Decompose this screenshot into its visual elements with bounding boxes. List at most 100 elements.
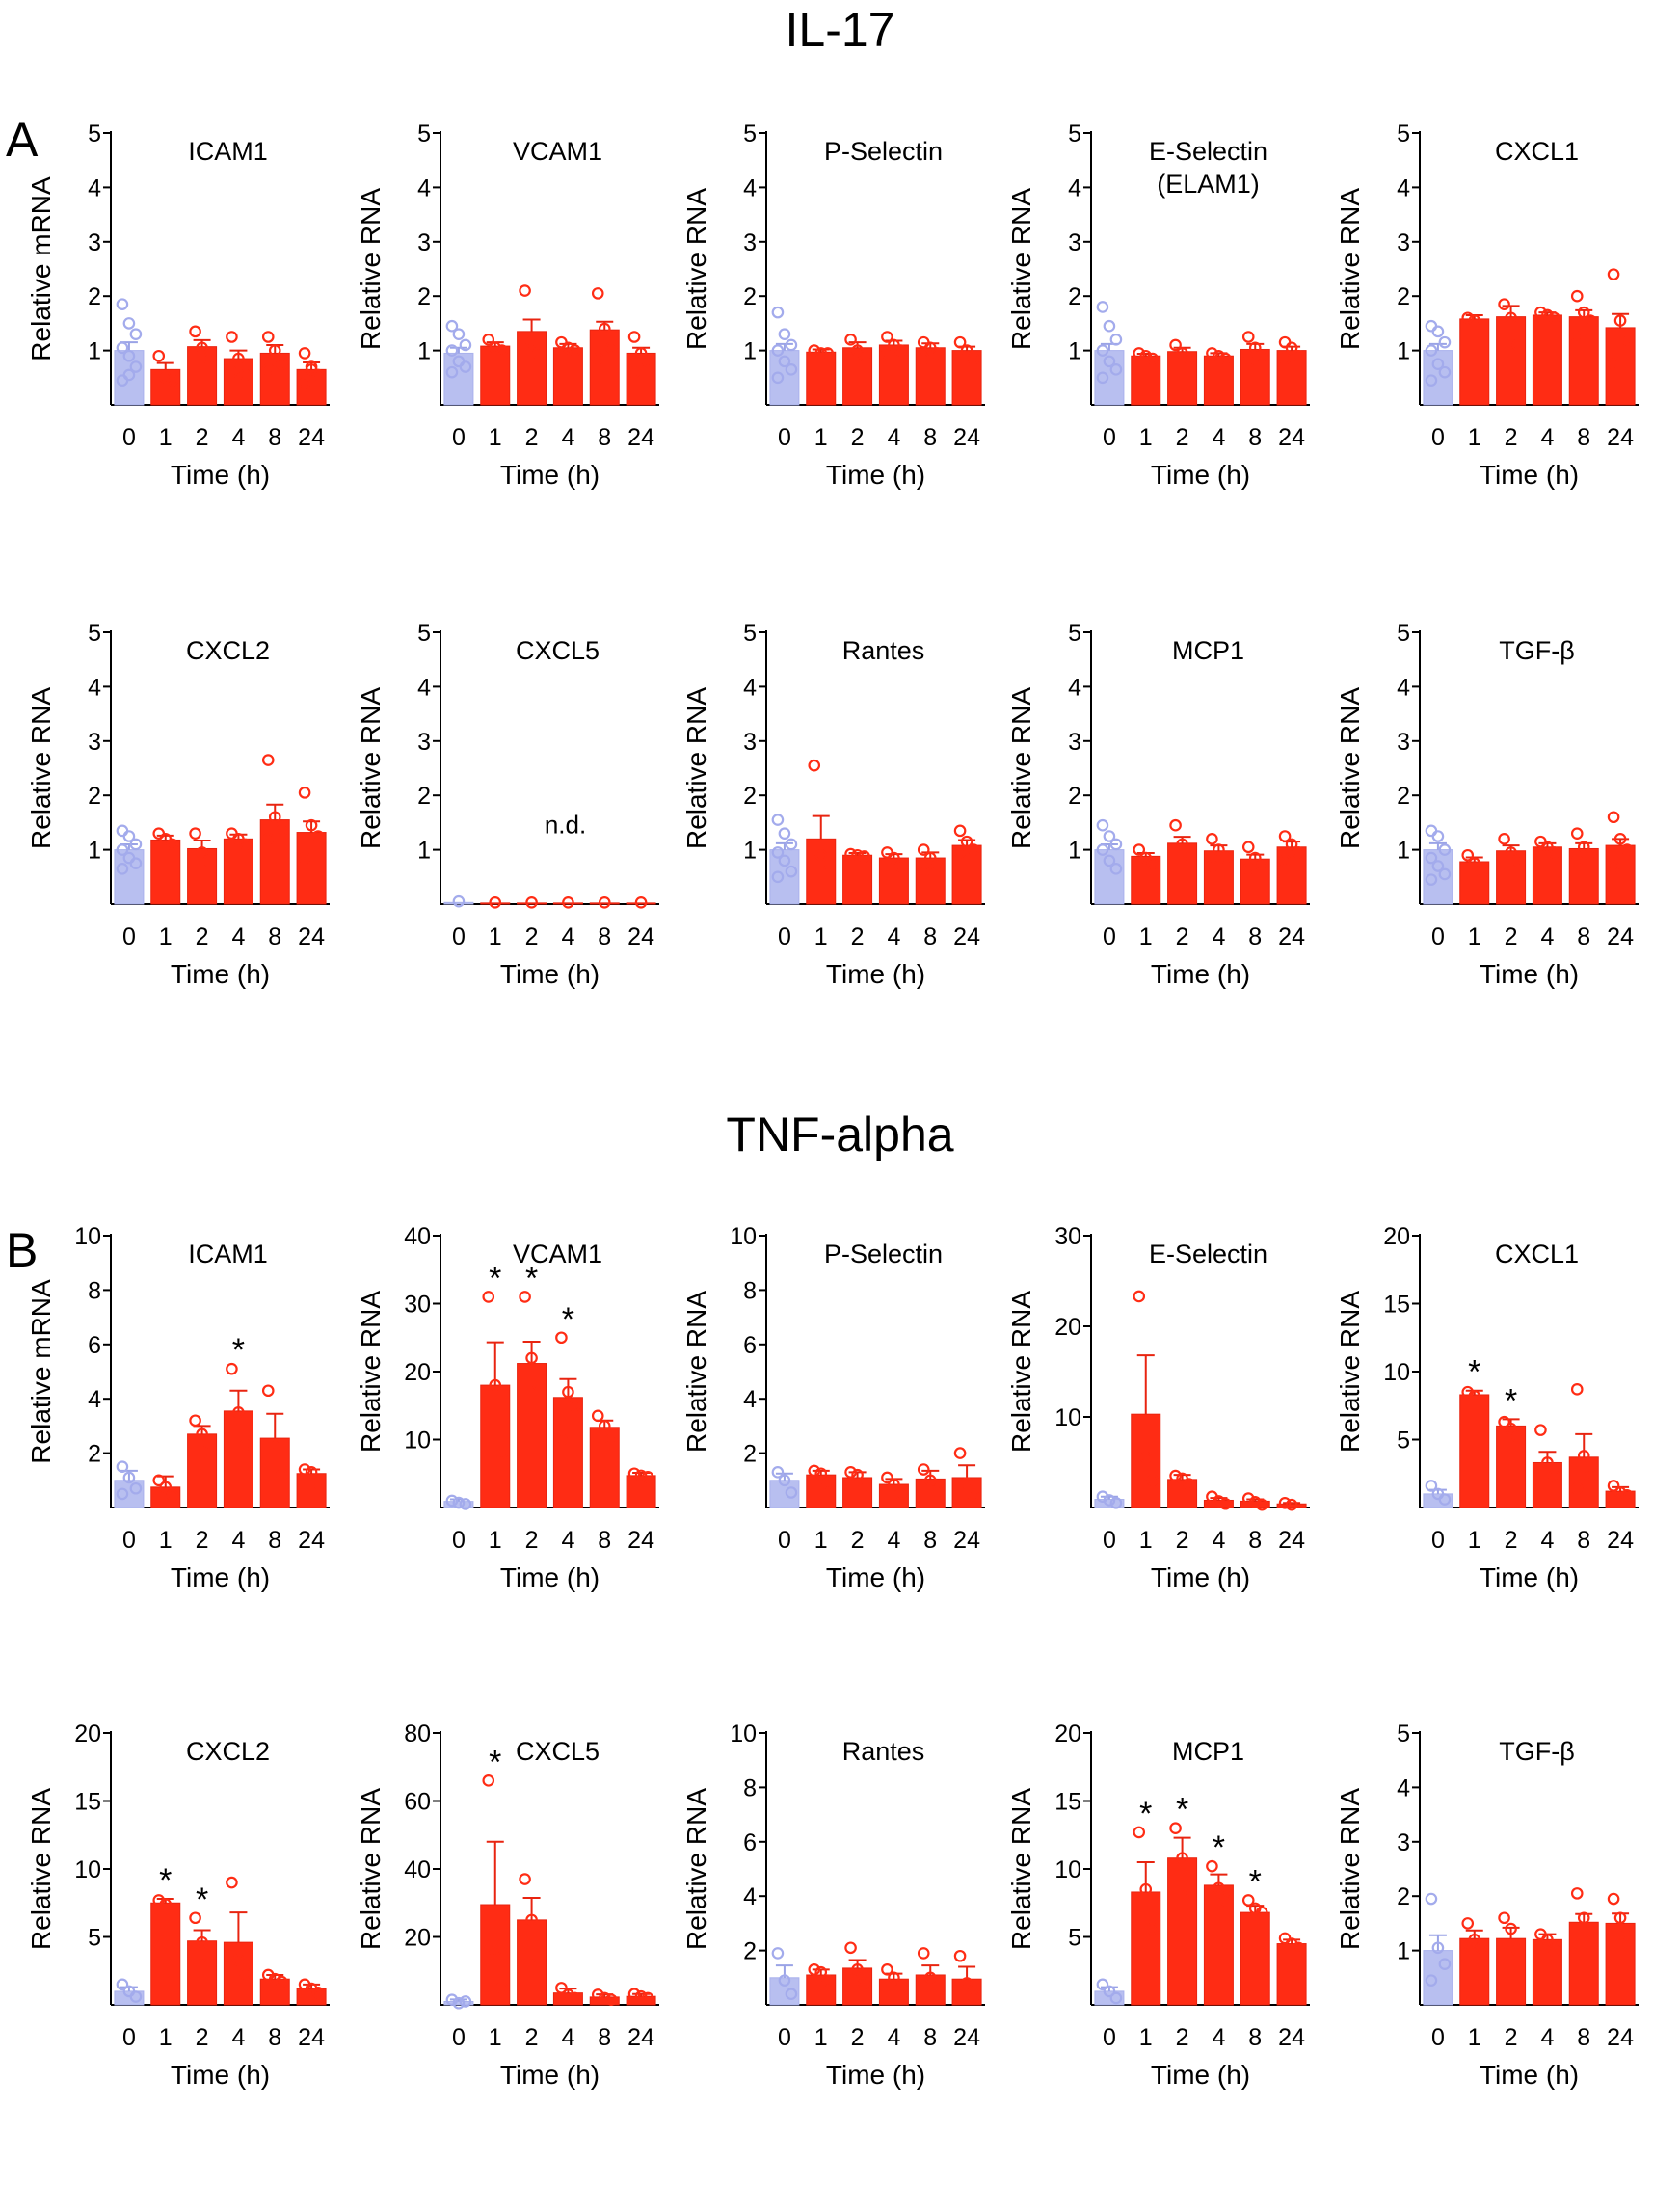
data-point [771, 1947, 785, 1960]
y-tick-label: 3 [417, 229, 431, 256]
data-point [261, 363, 275, 376]
y-tick-label: 1 [1397, 338, 1410, 365]
data-point [116, 843, 129, 856]
y-tick-label: 5 [417, 620, 431, 647]
chart-title: TGF-β [1499, 1737, 1575, 1766]
x-tick-label: 2 [1505, 2024, 1518, 2051]
x-tick-label: 0 [778, 923, 791, 950]
data-point [129, 1990, 143, 2003]
data-point [189, 325, 201, 338]
data-point [1511, 854, 1524, 867]
data-point [445, 365, 459, 379]
data-point [452, 1496, 466, 1509]
x-tick-label: 0 [452, 923, 466, 950]
data-point [239, 1438, 252, 1452]
data-point [1613, 314, 1627, 327]
significance-star: * [1468, 1354, 1480, 1391]
data-point [555, 1982, 568, 1994]
x-tick-label: 8 [923, 923, 937, 950]
data-point [1255, 349, 1268, 362]
data-point [311, 1477, 325, 1489]
y-tick-label: 4 [1397, 674, 1410, 701]
data-point [1219, 352, 1232, 365]
data-point [785, 865, 798, 878]
data-point [1498, 1415, 1510, 1428]
bar-0h [1094, 1499, 1125, 1508]
data-point [268, 1972, 281, 1986]
y-tick-label: 1 [88, 338, 101, 365]
data-point [627, 1988, 641, 2001]
data-point [1498, 1911, 1510, 1925]
chart-title: ICAM1 [188, 137, 268, 166]
x-tick-label: 4 [231, 923, 245, 950]
x-tick-label: 2 [525, 923, 539, 950]
chart-title: Rantes [842, 636, 925, 665]
data-point [1255, 1498, 1268, 1511]
data-point [1219, 1894, 1232, 1907]
data-point [1292, 349, 1305, 362]
bar-0h [114, 350, 145, 406]
data-point [226, 1876, 238, 1889]
data-point [1255, 860, 1268, 872]
y-tick-label: 15 [74, 1789, 101, 1816]
x-tick-label: 4 [1212, 1527, 1225, 1554]
data-point [771, 371, 785, 385]
data-point [311, 1987, 325, 1999]
x-tick-label: 2 [1505, 923, 1518, 950]
data-point [298, 851, 311, 865]
x-axis-label: Time (h) [826, 1562, 925, 1592]
data-point [808, 1963, 821, 1976]
x-tick-label: 4 [561, 2024, 574, 2051]
significance-star: * [1139, 1796, 1152, 1832]
data-point [881, 846, 893, 859]
data-point [1213, 843, 1225, 856]
x-tick-label: 2 [851, 923, 865, 950]
bar-24h [296, 832, 327, 905]
data-point [489, 341, 502, 355]
data-point [226, 827, 238, 840]
y-tick-label: 5 [88, 1925, 101, 1952]
data-point [532, 1378, 545, 1392]
y-tick-label: 20 [1383, 1223, 1410, 1250]
data-point [1607, 1480, 1620, 1492]
x-tick-label: 8 [1577, 424, 1590, 451]
x-axis-label: Time (h) [826, 959, 925, 989]
x-axis-label: Time (h) [500, 2060, 600, 2090]
data-point [591, 1409, 604, 1423]
data-point [1548, 1470, 1560, 1482]
data-point [1584, 1925, 1597, 1938]
data-point [275, 358, 288, 371]
data-point [591, 1988, 604, 2001]
data-point [1133, 1826, 1146, 1839]
data-point [1468, 857, 1481, 870]
x-tick-label: 1 [1139, 923, 1153, 950]
data-point [604, 341, 618, 355]
data-point [1133, 843, 1146, 856]
data-point [967, 1990, 980, 2003]
x-tick-label: 1 [814, 1527, 828, 1554]
data-point [591, 352, 604, 365]
data-point [275, 824, 288, 838]
data-point [1139, 1882, 1153, 1896]
x-axis-label: Time (h) [171, 2060, 270, 2090]
data-point [851, 848, 864, 862]
x-tick-label: 2 [1505, 1527, 1518, 1554]
data-point [808, 1464, 821, 1478]
data-point [1219, 1497, 1232, 1510]
y-tick-label: 1 [417, 838, 431, 865]
data-point [569, 344, 581, 357]
data-point [1607, 1892, 1620, 1906]
data-point [821, 857, 835, 870]
bar-24h [626, 352, 656, 406]
y-tick-label: 3 [417, 729, 431, 756]
data-point [1431, 325, 1445, 338]
data-point [785, 1486, 798, 1499]
data-point [1219, 851, 1232, 865]
data-point [1096, 301, 1109, 313]
y-tick-label: 30 [404, 1292, 431, 1319]
x-tick-label: 2 [196, 424, 209, 451]
data-point [129, 328, 143, 340]
data-point [152, 1474, 166, 1487]
data-point [844, 1941, 857, 1955]
data-point [202, 352, 215, 365]
